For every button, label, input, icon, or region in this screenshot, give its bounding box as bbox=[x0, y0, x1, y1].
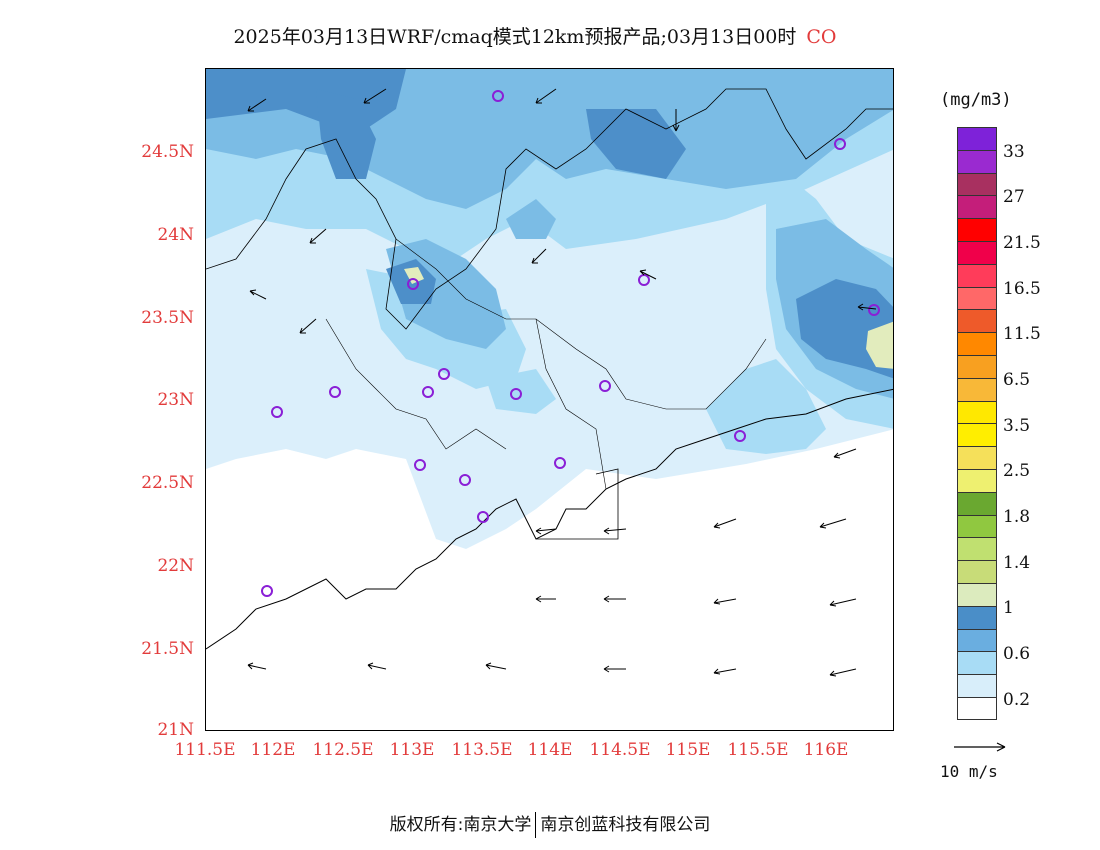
colorbar-swatch bbox=[957, 674, 997, 697]
colorbar-label: 0.2 bbox=[1003, 690, 1031, 710]
lat-label: 21N bbox=[157, 720, 194, 740]
lon-label: 112E bbox=[250, 740, 296, 760]
lon-label: 114E bbox=[527, 740, 573, 760]
province-border bbox=[206, 88, 893, 330]
lat-label: 23N bbox=[157, 390, 194, 410]
lon-label: 113E bbox=[389, 740, 435, 760]
colorbar bbox=[957, 127, 997, 720]
colorbar-swatch bbox=[957, 354, 997, 378]
lon-label: 111.5E bbox=[174, 740, 236, 760]
lon-label: 114.5E bbox=[589, 740, 651, 760]
colorbar-swatch bbox=[957, 468, 997, 492]
copyright-footer: 版权所有:南京大学 南京创蓝科技有限公司 bbox=[0, 810, 1100, 838]
colorbar-swatch bbox=[957, 514, 997, 538]
colorbar-label: 1.8 bbox=[1003, 507, 1031, 527]
lon-label: 116E bbox=[803, 740, 849, 760]
lon-label: 113.5E bbox=[451, 740, 513, 760]
colorbar-swatch bbox=[957, 560, 997, 583]
colorbar-label: 21.5 bbox=[1003, 233, 1041, 253]
colorbar-swatch bbox=[957, 127, 997, 150]
colorbar-swatch bbox=[957, 628, 997, 652]
colorbar-swatch bbox=[957, 377, 997, 401]
lon-label: 115E bbox=[665, 740, 711, 760]
colorbar-swatch bbox=[957, 651, 997, 675]
colorbar-label: 3.5 bbox=[1003, 416, 1031, 436]
colorbar-swatch bbox=[957, 218, 997, 241]
colorbar-swatch bbox=[957, 240, 997, 264]
colorbar-swatch bbox=[957, 423, 997, 447]
wind-reference-arrow bbox=[954, 742, 1006, 752]
lon-label: 112.5E bbox=[312, 740, 374, 760]
colorbar-swatch bbox=[957, 263, 997, 287]
colorbar-swatch bbox=[957, 491, 997, 515]
contour-level-5 bbox=[404, 267, 424, 284]
map-panel bbox=[205, 68, 894, 731]
colorbar-swatch bbox=[957, 400, 997, 424]
colorbar-label: 27 bbox=[1003, 187, 1025, 207]
copyright-company: 南京创蓝科技有限公司 bbox=[540, 815, 711, 835]
lat-label: 22N bbox=[157, 556, 194, 576]
species-label: CO bbox=[806, 26, 837, 48]
colorbar-label: 6.5 bbox=[1003, 370, 1031, 390]
colorbar-swatch bbox=[957, 309, 997, 333]
colorbar-label: 33 bbox=[1003, 142, 1025, 162]
colorbar-swatch bbox=[957, 605, 997, 629]
colorbar-swatch bbox=[957, 696, 997, 720]
copyright-owner: 版权所有:南京大学 bbox=[389, 815, 532, 835]
colorbar-swatch bbox=[957, 195, 997, 219]
colorbar-label: 0.6 bbox=[1003, 644, 1031, 664]
colorbar-swatch bbox=[957, 537, 997, 561]
wind-reference-label: 10 m/s bbox=[940, 762, 998, 781]
colorbar-swatch bbox=[957, 286, 997, 310]
chart-title: 2025年03月13日WRF/cmaq模式12km预报产品;03月13日00时 C… bbox=[0, 22, 1070, 49]
colorbar-swatch bbox=[957, 149, 997, 173]
colorbar-label: 11.5 bbox=[1003, 324, 1041, 344]
lat-label: 24.5N bbox=[141, 142, 194, 162]
colorbar-label: 16.5 bbox=[1003, 279, 1041, 299]
colorbar-label: 1 bbox=[1003, 598, 1014, 618]
lat-label: 23.5N bbox=[141, 308, 194, 328]
concentration-map bbox=[206, 69, 893, 730]
colorbar-label: 1.4 bbox=[1003, 553, 1031, 573]
lat-label: 24N bbox=[157, 225, 194, 245]
colorbar-unit: (mg/m3) bbox=[940, 90, 1012, 110]
lon-label: 115.5E bbox=[727, 740, 789, 760]
title-text: 2025年03月13日WRF/cmaq模式12km预报产品;03月13日00时 bbox=[233, 26, 797, 48]
footer-divider bbox=[535, 812, 537, 838]
lat-label: 22.5N bbox=[141, 473, 194, 493]
colorbar-swatch bbox=[957, 582, 997, 606]
wind-vectors bbox=[247, 88, 877, 677]
colorbar-swatch bbox=[957, 446, 997, 469]
colorbar-swatch bbox=[957, 172, 997, 196]
lat-label: 21.5N bbox=[141, 639, 194, 659]
coastline bbox=[206, 388, 893, 650]
colorbar-swatch bbox=[957, 332, 997, 355]
colorbar-label: 2.5 bbox=[1003, 461, 1031, 481]
